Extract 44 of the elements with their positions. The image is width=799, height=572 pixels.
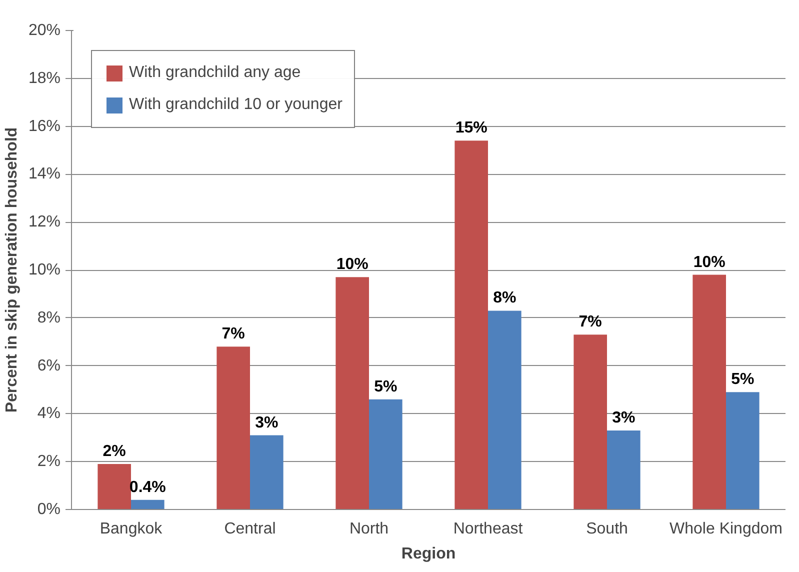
data-label: 7% (578, 314, 602, 331)
x-tick-label: Bangkok (100, 520, 164, 538)
data-label: 8% (493, 290, 516, 307)
y-tick-label: 4% (37, 405, 60, 422)
data-label: 5% (374, 378, 398, 396)
bar (369, 399, 402, 510)
bar (250, 435, 284, 510)
bar (98, 464, 131, 510)
bar (454, 140, 488, 510)
legend-label: With grandchild 10 or younger (129, 96, 342, 114)
bar (726, 392, 760, 510)
y-tick-label: 18% (28, 70, 61, 87)
x-tick-label: Central (224, 520, 276, 538)
y-tick-label: 10% (28, 262, 61, 278)
y-tick-label: 16% (28, 118, 61, 135)
data-label: 10% (336, 256, 368, 274)
bar (216, 346, 250, 510)
x-tick-label: Northeast (453, 520, 524, 538)
y-tick-label: 0% (37, 501, 60, 518)
data-label: 3% (612, 409, 636, 426)
x-tick-label: Whole Kingdom (670, 520, 782, 538)
y-tick-label: 14% (28, 166, 61, 183)
y-axis-title: Percent in skip generation household (3, 127, 20, 413)
y-tick-label: 20% (28, 22, 61, 39)
data-label: 3% (255, 414, 278, 432)
bar (131, 500, 164, 510)
y-tick-label: 8% (37, 309, 60, 326)
bar (488, 310, 522, 510)
x-tick-label: North (349, 520, 389, 538)
legend-label: With grandchild any age (129, 64, 301, 82)
data-label: 2% (102, 442, 126, 460)
data-label: 15% (455, 120, 488, 137)
y-tick-label: 6% (37, 357, 60, 374)
x-tick-label: South (586, 520, 628, 538)
bar (574, 334, 607, 510)
y-tick-label: 12% (28, 214, 61, 231)
y-tick-label: 2% (37, 453, 60, 470)
bar (692, 274, 726, 510)
x-axis-title: Region (401, 546, 456, 562)
bar (607, 430, 640, 510)
bar (336, 277, 369, 510)
data-label: 5% (731, 371, 754, 388)
data-label: 10% (693, 254, 726, 271)
data-label: 7% (222, 326, 245, 343)
